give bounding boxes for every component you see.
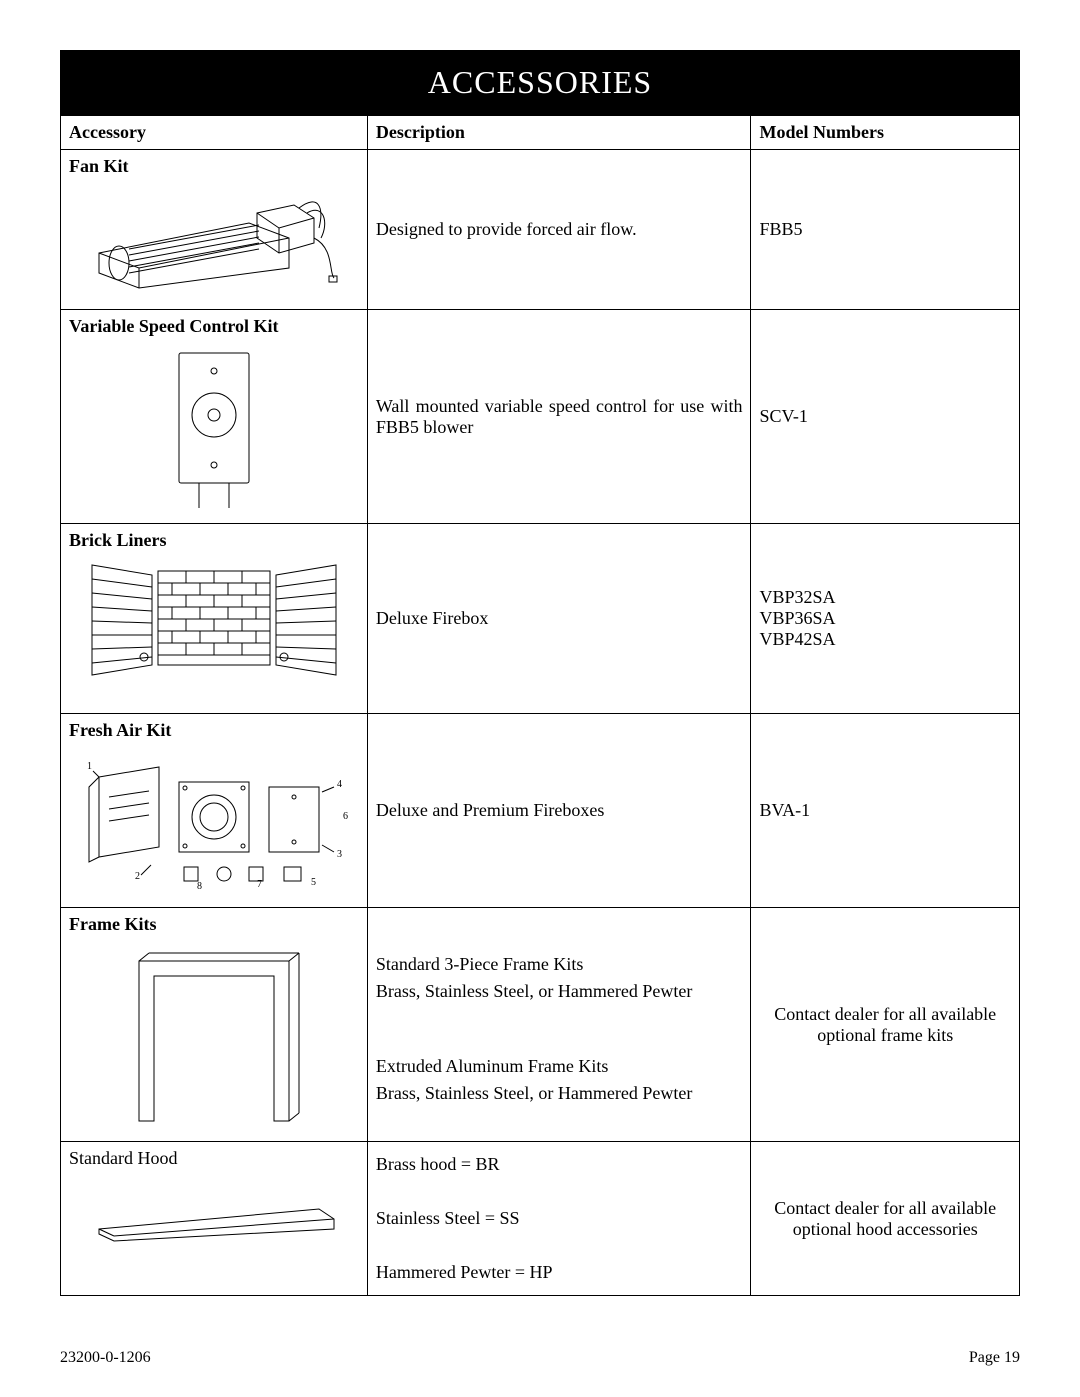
table-row: Brick Liners — [61, 524, 1020, 714]
table-row: Standard Hood Brass hood = BRStainless S… — [61, 1142, 1020, 1296]
description-text: Designed to provide forced air flow. — [376, 219, 637, 239]
svg-text:3: 3 — [337, 849, 342, 860]
cell-description: Designed to provide forced air flow. — [367, 150, 751, 310]
svg-text:6: 6 — [343, 811, 348, 822]
accessories-table: Accessory Description Model Numbers Fan … — [60, 115, 1020, 1296]
cell-accessory: Brick Liners — [61, 524, 368, 714]
cell-description: Deluxe Firebox — [367, 524, 751, 714]
cell-model: FBB5 — [751, 150, 1020, 310]
model-text: Contact dealer for all available optiona… — [774, 1198, 996, 1239]
model-text: Contact dealer for all available optiona… — [774, 1004, 996, 1045]
svg-text:8: 8 — [197, 881, 202, 892]
description-text: Wall mounted variable speed control for … — [376, 396, 743, 438]
cell-model: Contact dealer for all available optiona… — [751, 1142, 1020, 1296]
svg-text:4: 4 — [337, 779, 342, 790]
description-text: Brass hood = BRStainless Steel = SSHamme… — [376, 1154, 743, 1283]
fresh-air-kit-illustration: 1 4 6 3 5 7 8 2 — [79, 747, 349, 897]
accessory-name: Fresh Air Kit — [69, 720, 359, 741]
accessory-name: Variable Speed Control Kit — [69, 316, 359, 337]
cell-accessory: Standard Hood — [61, 1142, 368, 1296]
table-header-row: Accessory Description Model Numbers — [61, 116, 1020, 150]
model-text: BVA-1 — [759, 800, 810, 820]
model-text: VBP32SAVBP36SAVBP42SA — [759, 587, 835, 650]
description-text: Standard 3-Piece Frame KitsBrass, Stainl… — [376, 954, 743, 1104]
frame-kit-illustration — [114, 941, 314, 1131]
svg-text:5: 5 — [311, 877, 316, 888]
fan-kit-illustration — [89, 183, 339, 293]
speed-control-illustration — [154, 343, 274, 513]
cell-model: Contact dealer for all available optiona… — [751, 908, 1020, 1142]
table-row: Fresh Air Kit — [61, 714, 1020, 908]
footer-left: 23200-0-1206 — [60, 1349, 151, 1367]
hood-illustration — [89, 1189, 339, 1244]
cell-model: VBP32SAVBP36SAVBP42SA — [751, 524, 1020, 714]
accessory-name: Fan Kit — [69, 156, 359, 177]
description-text: Deluxe Firebox — [376, 608, 488, 628]
section-title: ACCESSORIES — [60, 50, 1020, 115]
page: ACCESSORIES Accessory Description Model … — [0, 0, 1080, 1397]
accessory-name: Standard Hood — [69, 1148, 359, 1169]
col-header-description: Description — [367, 116, 751, 150]
accessory-name: Frame Kits — [69, 914, 359, 935]
table-row: Fan Kit — [61, 150, 1020, 310]
footer-right: Page 19 — [969, 1349, 1020, 1367]
svg-text:2: 2 — [135, 871, 140, 882]
cell-accessory: Frame Kits — [61, 908, 368, 1142]
model-text: FBB5 — [759, 219, 802, 239]
cell-description: Deluxe and Premium Fireboxes — [367, 714, 751, 908]
col-header-accessory: Accessory — [61, 116, 368, 150]
cell-accessory: Fan Kit — [61, 150, 368, 310]
col-header-model: Model Numbers — [751, 116, 1020, 150]
table-row: Frame Kits — [61, 908, 1020, 1142]
table-row: Variable Speed Control Kit — [61, 310, 1020, 524]
model-text: SCV-1 — [759, 406, 807, 426]
description-text: Deluxe and Premium Fireboxes — [376, 800, 604, 820]
brick-liners-illustration — [84, 557, 344, 677]
cell-description: Standard 3-Piece Frame KitsBrass, Stainl… — [367, 908, 751, 1142]
page-footer: 23200-0-1206 Page 19 — [60, 1349, 1020, 1367]
cell-accessory: Variable Speed Control Kit — [61, 310, 368, 524]
cell-model: BVA-1 — [751, 714, 1020, 908]
accessory-name: Brick Liners — [69, 530, 359, 551]
cell-accessory: Fresh Air Kit — [61, 714, 368, 908]
cell-description: Wall mounted variable speed control for … — [367, 310, 751, 524]
svg-text:7: 7 — [257, 879, 262, 890]
cell-model: SCV-1 — [751, 310, 1020, 524]
svg-text:1: 1 — [87, 761, 92, 772]
cell-description: Brass hood = BRStainless Steel = SSHamme… — [367, 1142, 751, 1296]
